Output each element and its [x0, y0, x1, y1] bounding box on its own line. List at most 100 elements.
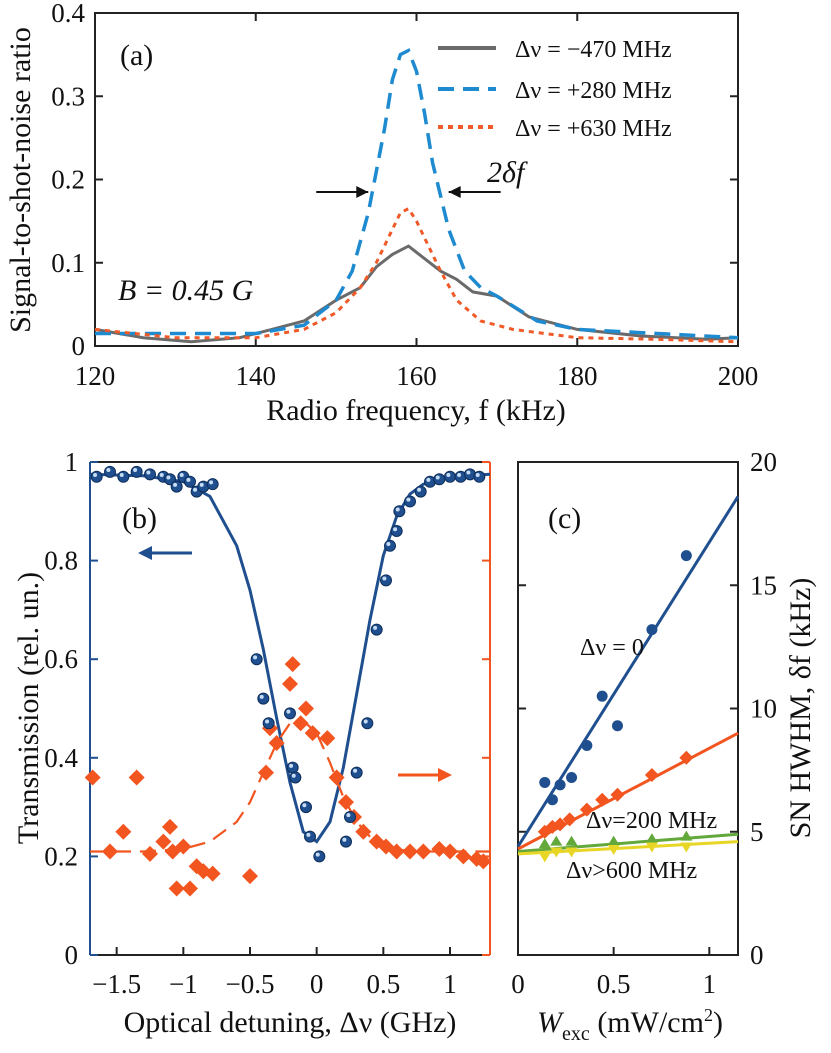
diamond-point [128, 769, 145, 786]
x-tick-label: 120 [75, 361, 116, 391]
panel-a-field-annotation: B = 0.45 G [118, 274, 254, 307]
diamond-point [268, 735, 285, 752]
circle-highlight [435, 475, 440, 480]
data-point [611, 720, 623, 732]
diamond-point [282, 675, 298, 692]
data-point [645, 833, 658, 844]
diamond-point [298, 700, 314, 717]
fit-line [516, 495, 740, 848]
circle-point [361, 717, 374, 730]
circle-highlight [106, 468, 111, 473]
y-tick-label: 0.2 [44, 841, 78, 871]
diamond-point [475, 853, 492, 870]
panel-a-label: (a) [120, 39, 153, 72]
diamond-point [328, 769, 345, 786]
data-point [680, 842, 693, 853]
data-point [596, 690, 608, 702]
circle-point [414, 485, 427, 498]
circle-highlight [363, 719, 368, 724]
circle-highlight [146, 470, 151, 475]
x-tick-label: −1.5 [92, 969, 141, 999]
circle-point [304, 830, 316, 843]
circle-highlight [457, 472, 462, 477]
y-tick-label: 10 [750, 694, 777, 724]
circle-highlight [406, 497, 411, 502]
right-axis-arrow-icon [398, 768, 452, 782]
width-arrow-right-head [448, 185, 461, 198]
series-line [95, 48, 739, 340]
circle-point [284, 707, 296, 720]
panel-a: 120 140 160 180 200 0 0.1 0.2 0.3 0.4 (a) B = 0.4… [4, 0, 758, 427]
circle-highlight [186, 477, 191, 482]
y-tick-label: 0.4 [44, 743, 78, 773]
circle-highlight [373, 625, 378, 630]
circle-highlight [289, 763, 294, 768]
panel-a-y-axis-label: Signal-to-shot-noise ratio [4, 27, 37, 333]
panel-c-label-dv0: Δν = 0 [580, 635, 644, 661]
data-point [581, 739, 593, 751]
circle-highlight [342, 837, 347, 842]
circle-point [262, 717, 275, 730]
y-tick-label: 0 [72, 331, 86, 361]
diamond-point [292, 715, 309, 732]
data-point [644, 768, 659, 783]
circle-highlight [417, 487, 422, 492]
circle-highlight [253, 655, 258, 660]
data-point [679, 750, 694, 765]
circle-point [206, 478, 219, 491]
y-tick-label: 0.2 [51, 165, 85, 195]
data-point [595, 792, 610, 807]
diamond-point [142, 845, 158, 862]
circle-point [286, 761, 299, 774]
circle-point [184, 475, 196, 488]
diamond-point [84, 769, 101, 786]
circle-highlight [426, 477, 431, 482]
data-point [645, 842, 658, 853]
circle-point [344, 810, 356, 823]
y-tick-label: 0.4 [51, 0, 85, 28]
y-tick-label: 0.1 [51, 248, 85, 278]
x-tick-label: 160 [396, 361, 437, 391]
circle-highlight [395, 507, 400, 512]
data-point [562, 812, 577, 827]
panel-b-x-axis-label: Optical detuning, Δν (GHz) [124, 1006, 457, 1039]
y-tick-label: 0 [750, 940, 764, 970]
data-point [579, 802, 594, 817]
circle-highlight [315, 852, 320, 857]
x-tick-label: 0.5 [597, 969, 631, 999]
data-point [546, 794, 558, 806]
circle-highlight [306, 832, 311, 837]
panel-a-ticks: 120 140 160 180 200 0 0.1 0.2 0.3 0.4 [51, 0, 758, 391]
width-arrow-left-head [356, 185, 369, 198]
diamond-point [242, 868, 258, 885]
circle-highlight [193, 487, 198, 492]
y-tick-label: 5 [750, 817, 764, 847]
circle-highlight [199, 482, 204, 487]
panel-b-series [84, 465, 492, 897]
x-tick-label: 140 [236, 361, 277, 391]
circle-point [433, 473, 446, 486]
panel-c-label-dv200: Δν=200 MHz [586, 808, 717, 834]
diamond-point [319, 730, 336, 747]
circle-point [130, 465, 143, 478]
panel-b: −1.5 −1 −0.5 0 0.5 1 0 0.2 0.4 0.6 0.8 1 (b) Transm… [12, 447, 492, 1039]
panel-b-label: (b) [122, 502, 157, 535]
circle-highlight [265, 719, 270, 724]
circle-highlight [133, 468, 138, 473]
y-tick-label: 20 [750, 447, 777, 477]
circle-point [170, 480, 183, 493]
diamond-point [431, 841, 448, 858]
diamond-point [115, 823, 132, 840]
circle-point [384, 539, 396, 552]
y-tick-label: 0.8 [44, 546, 78, 576]
y-tick-label: 0.6 [44, 644, 78, 674]
diamond-point [258, 764, 274, 781]
diamond-point [155, 833, 172, 850]
circle-point [370, 623, 383, 636]
y-tick-label: 1 [65, 447, 79, 477]
diamond-point [415, 843, 432, 860]
y-tick-label: 0.3 [51, 81, 85, 111]
